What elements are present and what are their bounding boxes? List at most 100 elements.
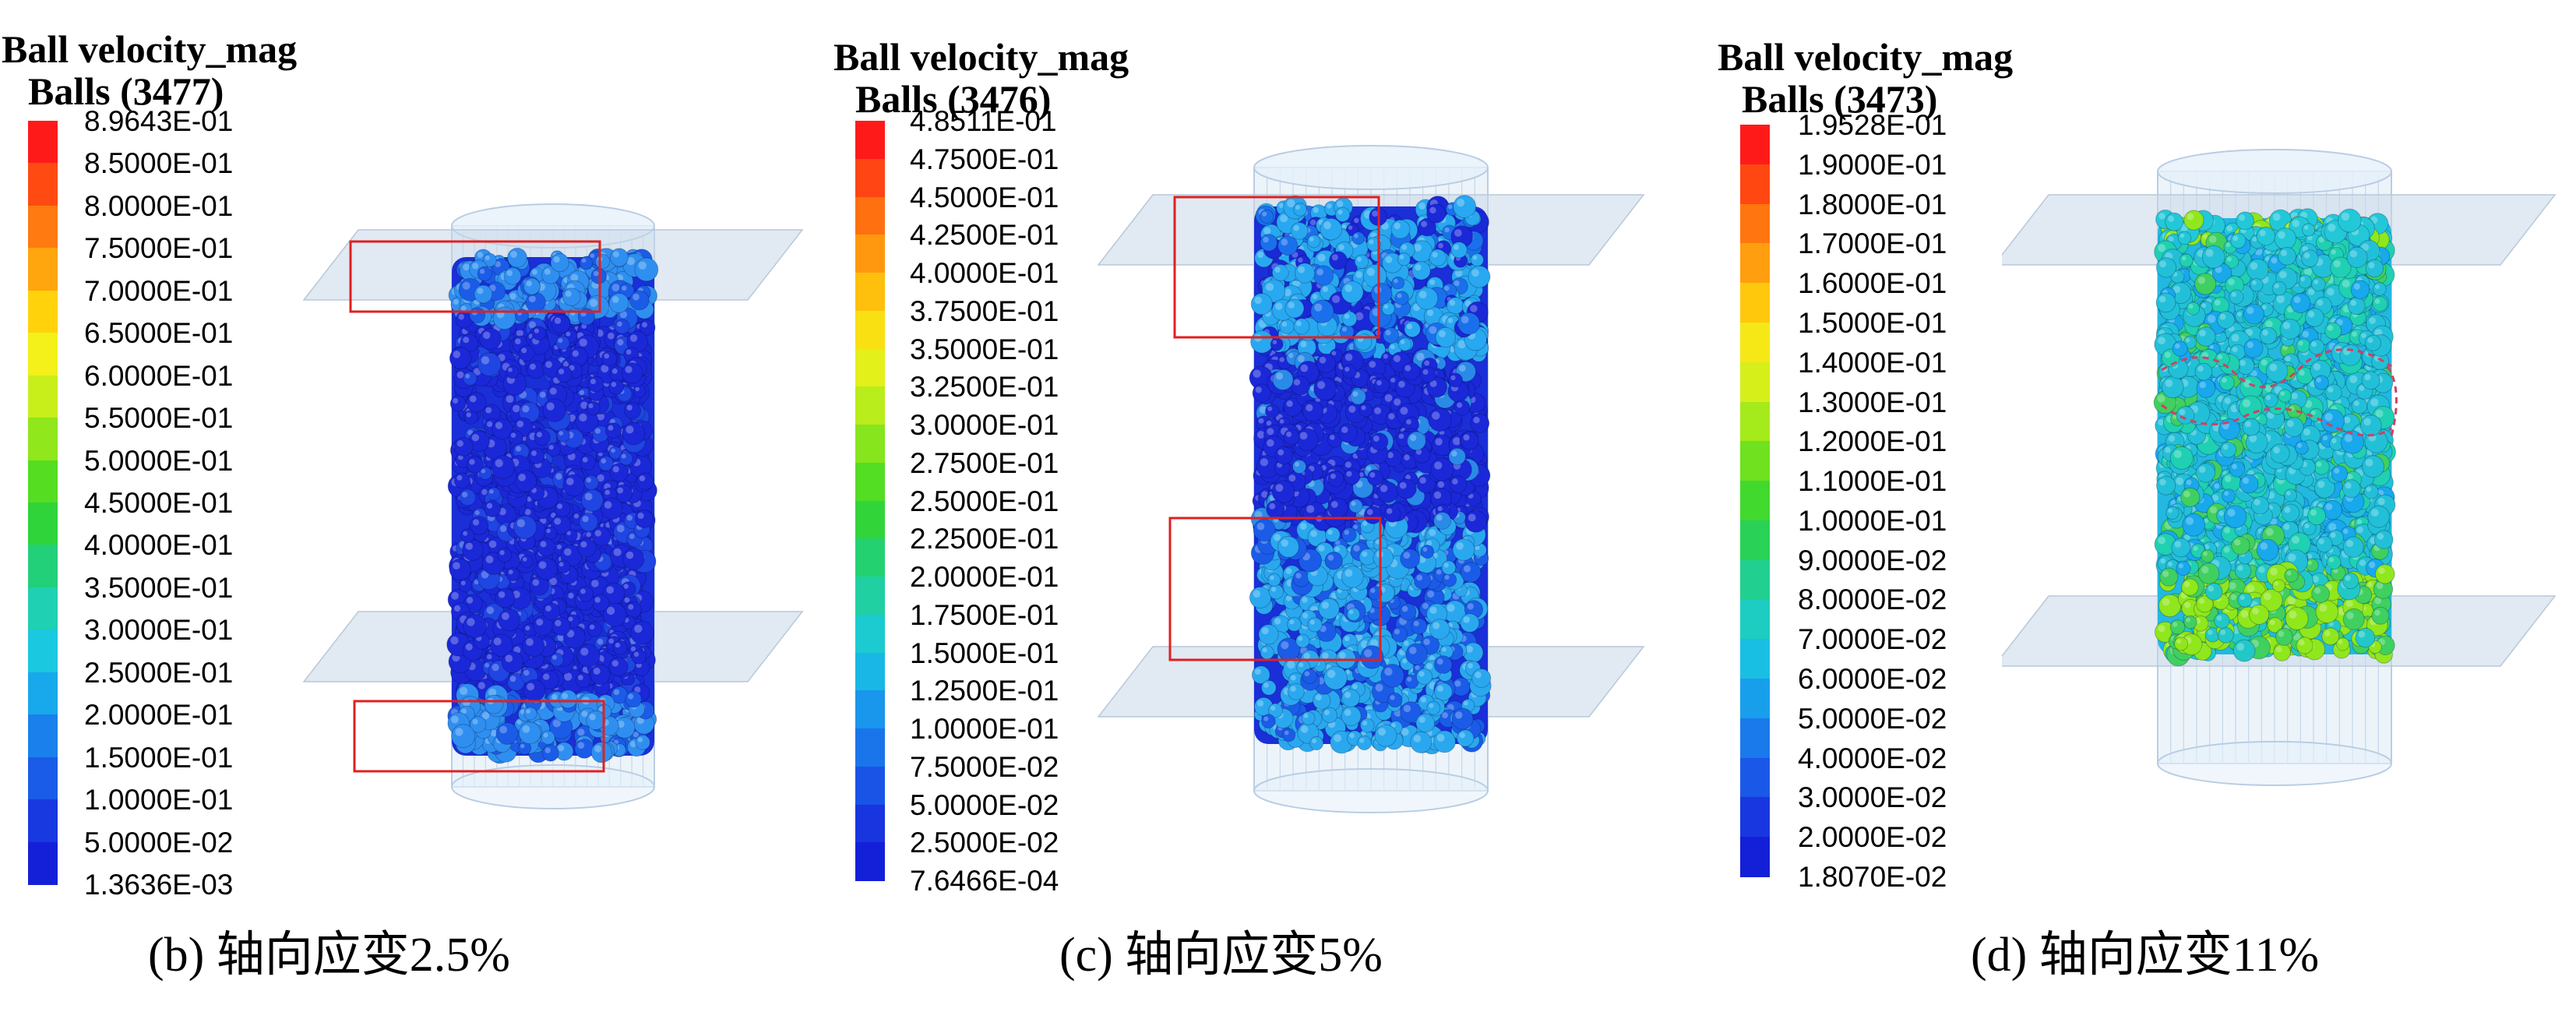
shear-band-trace bbox=[2161, 348, 2392, 389]
legend-subtitle: Balls (3473) bbox=[1742, 77, 1938, 121]
colorbar-tick-label: 7.5000E-01 bbox=[84, 232, 234, 265]
colorbar-segment bbox=[1740, 361, 1770, 403]
colorbar-tick-label: 3.0000E-01 bbox=[910, 409, 1059, 441]
colorbar-segment bbox=[1740, 757, 1770, 799]
colorbar-segment bbox=[855, 652, 885, 692]
colorbar-tick-label: 1.3636E-03 bbox=[84, 869, 234, 901]
colorbar-segment bbox=[855, 348, 885, 388]
colorbar-segment bbox=[28, 841, 58, 885]
colorbar-segment bbox=[28, 460, 58, 503]
colorbar-segment bbox=[855, 273, 885, 312]
colorbar-segment bbox=[28, 205, 58, 249]
colorbar-tick-label: 5.0000E-02 bbox=[910, 788, 1059, 821]
colorbar-tick-label: 7.6466E-04 bbox=[910, 865, 1059, 897]
colorbar-segment bbox=[28, 248, 58, 291]
colorbar-segment bbox=[28, 163, 58, 206]
colorbar-tick-label: 1.0000E-01 bbox=[910, 713, 1059, 745]
colorbar-tick-label: 4.7500E-01 bbox=[910, 143, 1059, 175]
particle-sample-3d-view bbox=[1097, 145, 1645, 813]
colorbar-tick-label: 1.2000E-01 bbox=[1798, 425, 1947, 458]
colorbar-tick-label: 1.0000E-01 bbox=[84, 784, 234, 816]
panel-b: Ball velocity_mag Balls (3477) 8.9643E-0… bbox=[0, 0, 857, 1012]
colorbar-tick-label: 7.0000E-02 bbox=[1798, 623, 1947, 656]
colorbar-tick-label: 2.0000E-01 bbox=[84, 699, 234, 732]
colorbar-tick-label: 7.0000E-01 bbox=[84, 274, 234, 307]
colorbar-segment bbox=[855, 121, 885, 160]
colorbar-tick-label: 5.0000E-01 bbox=[84, 444, 234, 477]
panel-d: Ball velocity_mag Balls (3473) 1.9528E-0… bbox=[1714, 0, 2571, 1012]
colorbar-segment bbox=[855, 842, 885, 881]
colorbar-tick-label: 2.0000E-02 bbox=[1798, 821, 1947, 854]
colorbar-segment bbox=[1740, 679, 1770, 719]
highlight-box bbox=[1173, 196, 1380, 339]
colorbar-tick-label: 4.5000E-01 bbox=[910, 181, 1059, 213]
colorbar-tick-label: 4.5000E-01 bbox=[84, 487, 234, 519]
legend-subtitle: Balls (3477) bbox=[28, 69, 224, 113]
colorbar-tick-label: 4.8511E-01 bbox=[910, 105, 1057, 137]
colorbar-segment bbox=[855, 500, 885, 540]
highlight-box bbox=[353, 700, 605, 773]
colorbar-tick-labels: 1.9528E-01 1.9000E-01 1.8000E-01 1.7000E-01… bbox=[1798, 111, 2000, 891]
colorbar-segment bbox=[28, 799, 58, 843]
highlight-box bbox=[1168, 517, 1382, 661]
colorbar-segment bbox=[28, 756, 58, 801]
panel-caption: (c) 轴向应变5% bbox=[1059, 929, 1383, 982]
highlight-box bbox=[349, 240, 601, 313]
colorbar-segment bbox=[28, 121, 58, 164]
shear-band-trace bbox=[2386, 365, 2398, 437]
colorbar-segment bbox=[28, 714, 58, 758]
legend-title: Ball velocity_mag bbox=[2, 27, 298, 71]
colorbar-tick-label: 6.0000E-02 bbox=[1798, 663, 1947, 696]
colorbar-segment bbox=[1740, 837, 1770, 877]
colorbar-tick-label: 6.0000E-01 bbox=[84, 359, 234, 392]
colorbar-tick-label: 1.4000E-01 bbox=[1798, 346, 1947, 379]
colorbar-tick-label: 3.2500E-01 bbox=[910, 371, 1059, 404]
colorbar-segment bbox=[855, 310, 885, 350]
colorbar-segment bbox=[28, 587, 58, 631]
colorbar-tick-label: 1.5000E-01 bbox=[84, 741, 234, 774]
colorbar-segment bbox=[855, 158, 885, 198]
colorbar-segment bbox=[1740, 639, 1770, 680]
colorbar bbox=[1740, 125, 1770, 877]
legend-title: Ball velocity_mag bbox=[1718, 35, 2014, 79]
colorbar-tick-label: 1.5000E-01 bbox=[1798, 306, 1947, 339]
colorbar-tick-label: 4.0000E-01 bbox=[910, 257, 1059, 289]
colorbar-segment bbox=[1740, 322, 1770, 363]
particle-sample-3d-view bbox=[2002, 149, 2557, 786]
colorbar-segment bbox=[1740, 797, 1770, 838]
colorbar-tick-label: 1.8000E-01 bbox=[1798, 188, 1947, 220]
particle-specimen bbox=[1249, 195, 1492, 755]
colorbar-segment bbox=[28, 672, 58, 716]
colorbar-segment bbox=[855, 462, 885, 502]
colorbar-tick-label: 6.5000E-01 bbox=[84, 317, 234, 350]
colorbar-segment bbox=[1740, 520, 1770, 561]
colorbar-tick-labels: 4.8511E-01 4.7500E-01 4.5000E-01 4.2500E-01… bbox=[910, 107, 1112, 895]
panel-caption: (b) 轴向应变2.5% bbox=[148, 929, 510, 982]
colorbar-segment bbox=[28, 333, 58, 376]
colorbar-tick-label: 5.0000E-02 bbox=[84, 826, 234, 859]
colorbar-segment bbox=[855, 196, 885, 236]
shear-band-trace bbox=[2161, 404, 2392, 437]
colorbar-tick-label: 8.0000E-02 bbox=[1798, 584, 1947, 616]
colorbar-tick-label: 3.0000E-02 bbox=[1798, 781, 1947, 814]
colorbar-segment bbox=[1740, 203, 1770, 245]
colorbar-segment bbox=[28, 629, 58, 673]
particle-sample-3d-view bbox=[302, 203, 804, 809]
colorbar-tick-label: 8.0000E-01 bbox=[84, 189, 234, 222]
panel-c: Ball velocity_mag Balls (3476) 4.8511E-0… bbox=[833, 0, 1690, 1012]
colorbar-segment bbox=[28, 418, 58, 461]
colorbar-tick-labels: 8.9643E-01 8.5000E-01 8.0000E-01 7.5000E-01… bbox=[84, 107, 287, 899]
colorbar bbox=[28, 121, 58, 885]
colorbar-tick-label: 1.3000E-01 bbox=[1798, 386, 1947, 418]
colorbar-segment bbox=[855, 766, 885, 806]
colorbar-segment bbox=[855, 577, 885, 615]
colorbar-tick-label: 8.5000E-01 bbox=[84, 147, 234, 180]
colorbar-tick-label: 1.5000E-01 bbox=[910, 636, 1059, 669]
colorbar-tick-label: 4.2500E-01 bbox=[910, 219, 1059, 252]
colorbar-segment bbox=[1740, 718, 1770, 759]
colorbar-segment bbox=[1740, 559, 1770, 601]
colorbar-tick-label: 3.7500E-01 bbox=[910, 294, 1059, 327]
colorbar-tick-label: 3.5000E-01 bbox=[910, 333, 1059, 365]
colorbar-tick-label: 2.5000E-02 bbox=[910, 827, 1059, 859]
colorbar-tick-label: 5.5000E-01 bbox=[84, 402, 234, 435]
